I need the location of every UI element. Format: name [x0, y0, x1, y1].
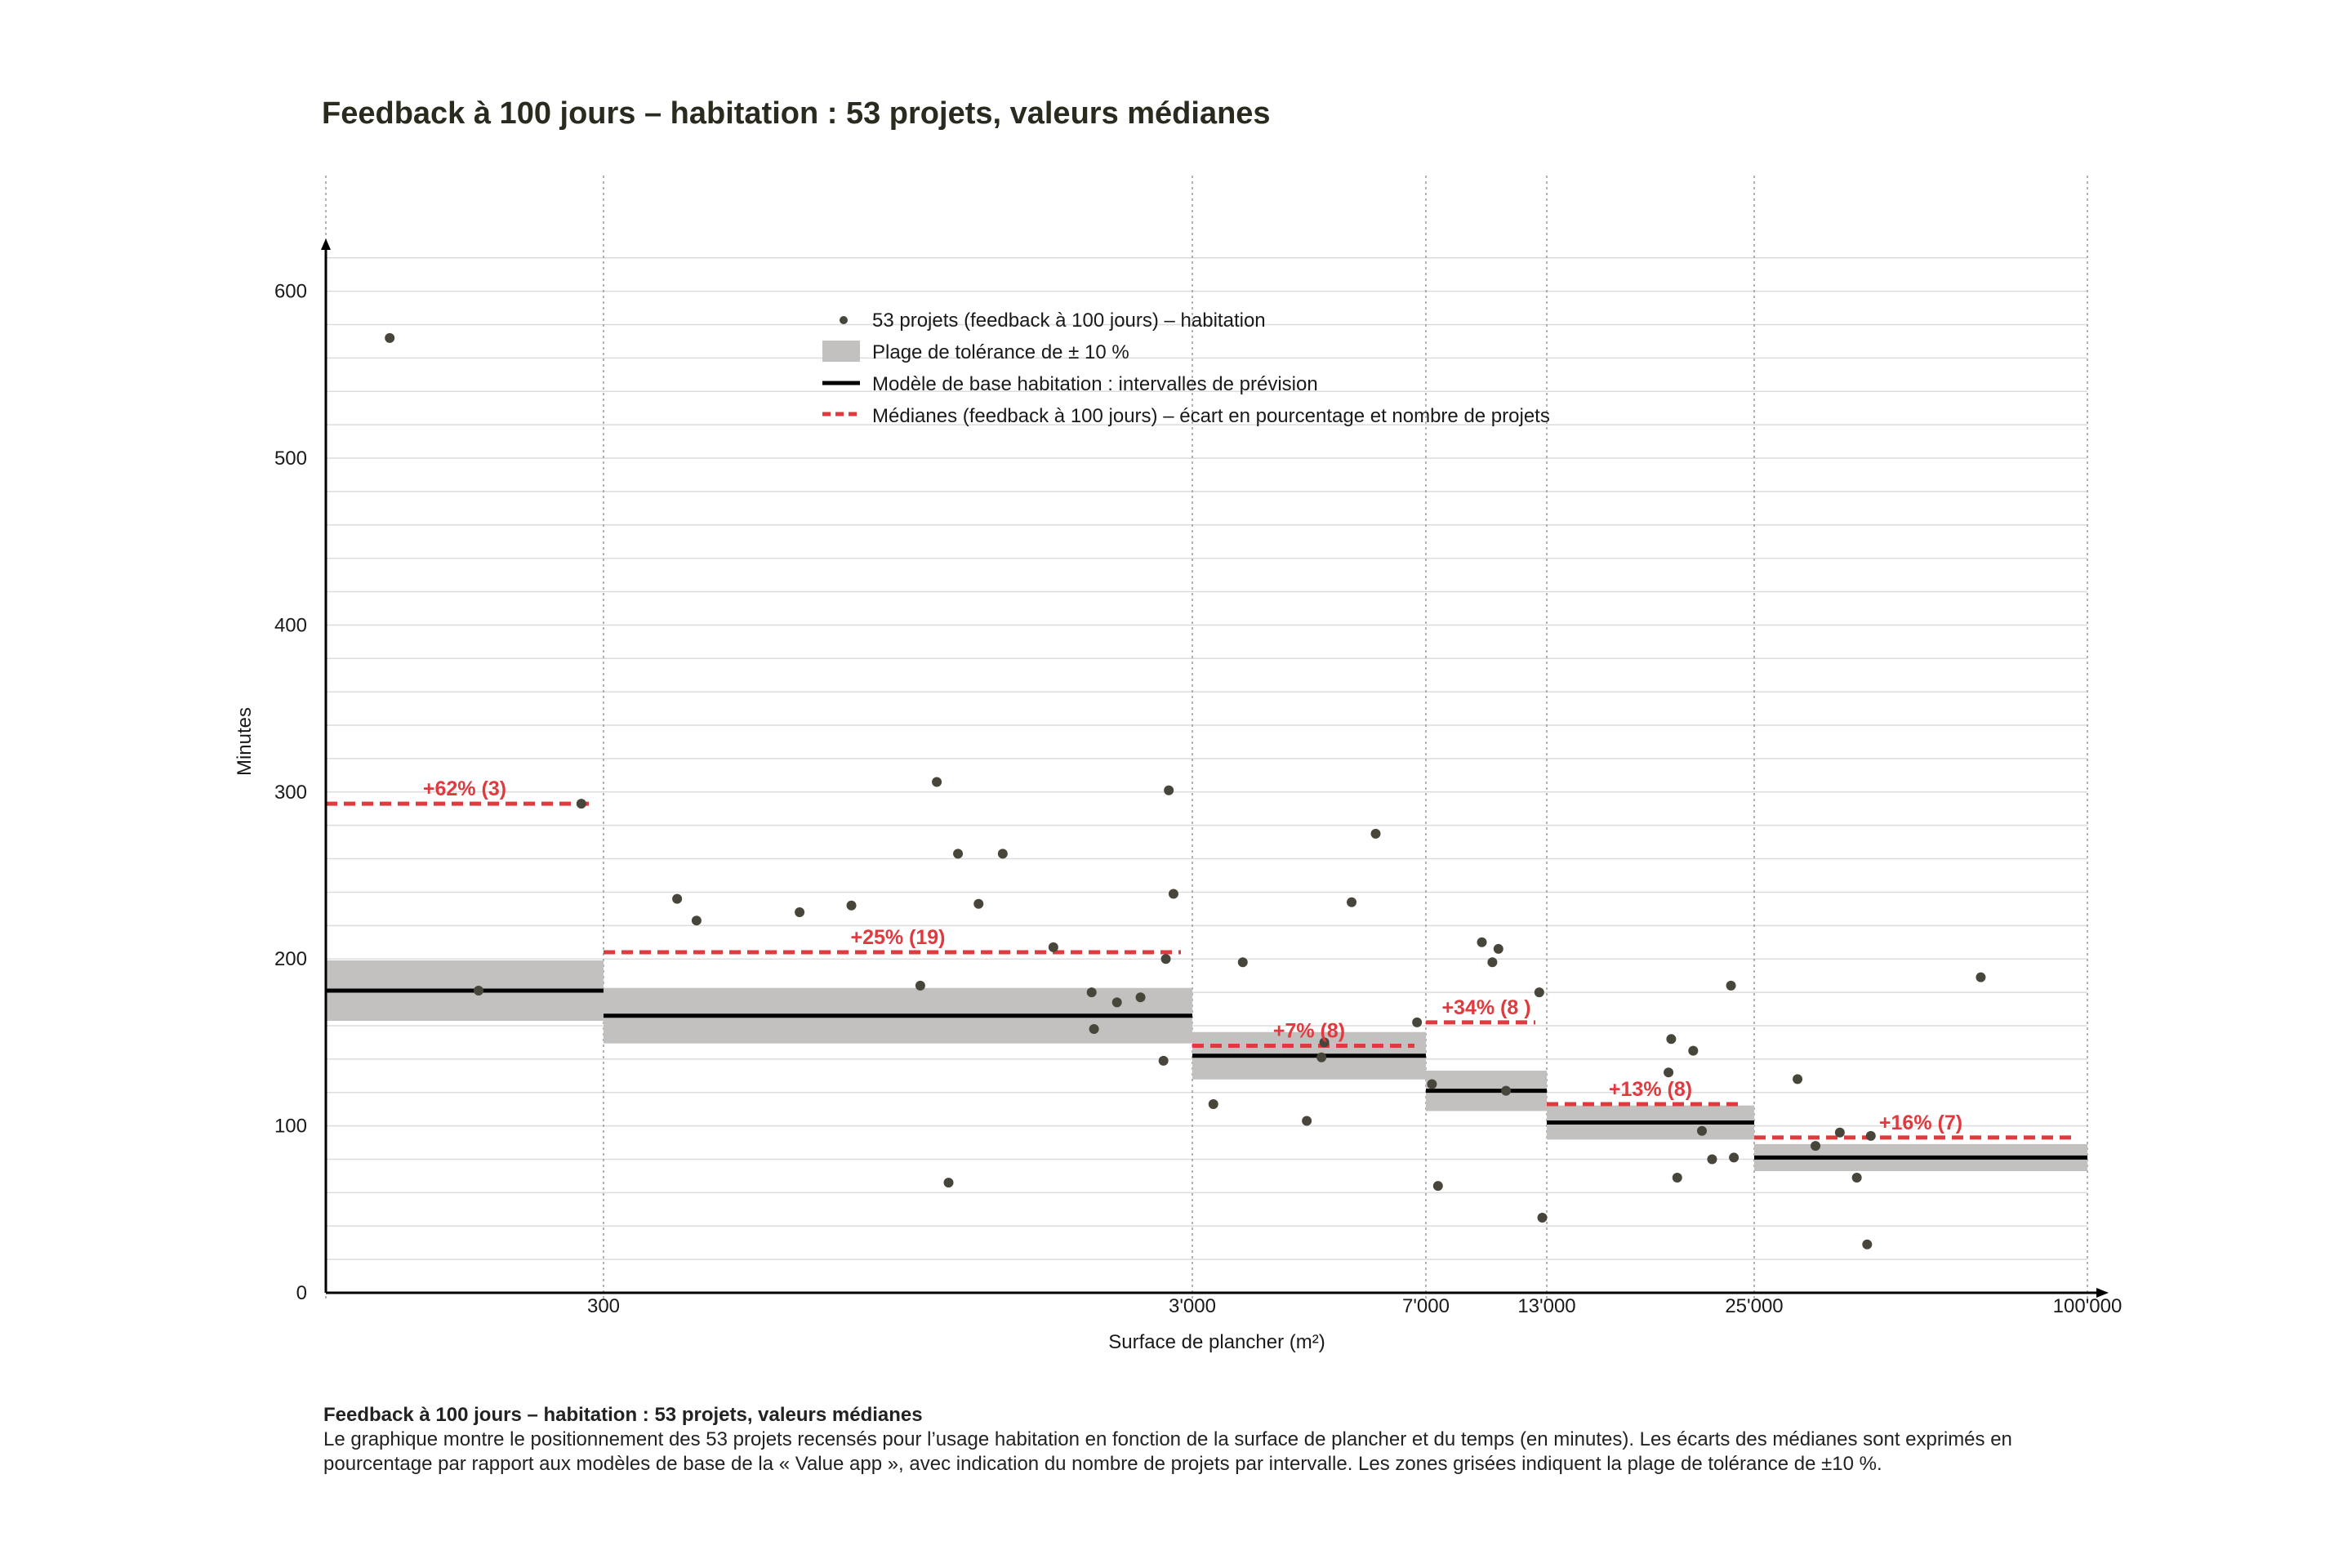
legend-label-model: Modèle de base habitation : intervalles … [872, 373, 1318, 395]
data-point [846, 900, 857, 911]
model-lines [326, 988, 2087, 1160]
data-point [691, 915, 702, 926]
data-point [1412, 1017, 1423, 1027]
x-tick-label: 7'000 [1402, 1295, 1450, 1317]
data-point [1164, 785, 1174, 795]
data-point [997, 849, 1008, 859]
data-point [672, 893, 683, 904]
data-point [1208, 1099, 1218, 1110]
figure-caption: Feedback à 100 jours – habitation : 53 p… [323, 1403, 2047, 1477]
data-point [1487, 957, 1498, 968]
data-point [1086, 987, 1097, 998]
legend-label-points: 53 projets (feedback à 100 jours) – habi… [872, 310, 1266, 332]
y-tick-label: 400 [274, 614, 307, 636]
caption-title: Feedback à 100 jours – habitation : 53 p… [323, 1404, 923, 1426]
data-point [1048, 942, 1058, 952]
x-axis-arrow [2096, 1288, 2109, 1298]
x-tick-label: 100'000 [2053, 1295, 2123, 1317]
y-tick-label: 200 [274, 948, 307, 970]
data-point [1111, 997, 1122, 1008]
data-point [385, 332, 395, 343]
data-point [1664, 1067, 1674, 1078]
data-point [1319, 1037, 1330, 1048]
data-point [973, 898, 984, 909]
x-tick-label: 300 [587, 1295, 620, 1317]
data-point [1089, 1024, 1099, 1035]
data-point [1427, 1079, 1437, 1089]
data-point [1160, 954, 1171, 964]
x-tick-label: 25'000 [1725, 1295, 1783, 1317]
median-label: +16% (7) [1879, 1111, 1962, 1134]
data-point [795, 906, 805, 917]
data-point [1537, 1213, 1548, 1223]
data-point [576, 799, 586, 809]
y-axis-label: Minutes [234, 707, 256, 776]
data-point [1811, 1141, 1821, 1152]
data-point [1534, 987, 1544, 998]
y-tick-label: 0 [296, 1282, 307, 1304]
data-point [1501, 1085, 1512, 1096]
data-point [474, 986, 483, 996]
interval-dividers [325, 176, 2088, 1301]
median-label: +13% (8) [1609, 1078, 1692, 1101]
chart-title: Feedback à 100 jours – habitation : 53 p… [322, 96, 1271, 131]
median-label: +7% (8) [1273, 1019, 1345, 1042]
legend-band-symbol [822, 341, 860, 362]
data-point [1851, 1172, 1862, 1183]
x-axis-label: Surface de plancher (m²) [1108, 1331, 1325, 1353]
data-point [1432, 1181, 1443, 1192]
y-tick-labels: 0 100 200 300 400 500 600 [274, 281, 307, 1304]
data-point [1672, 1172, 1682, 1183]
median-label: +62% (3) [423, 777, 506, 800]
x-tick-labels: 300 3'000 7'000 13'000 25'000 100'000 [587, 1295, 2122, 1317]
data-point [1477, 937, 1487, 947]
y-axis-arrow [321, 238, 331, 250]
data-point [1862, 1239, 1873, 1250]
data-point [953, 849, 964, 859]
data-point [1237, 957, 1248, 968]
data-point [1793, 1074, 1803, 1085]
legend-label-band: Plage de tolérance de ± 10 % [872, 341, 1129, 363]
data-point [915, 980, 925, 991]
data-point [1666, 1034, 1677, 1045]
data-point [1834, 1127, 1845, 1138]
data-point [1158, 1055, 1169, 1066]
y-tick-label: 300 [274, 782, 307, 804]
data-point [932, 777, 942, 787]
data-point [1729, 1152, 1740, 1163]
data-point [1493, 943, 1503, 954]
median-label: +34% (8 ) [1441, 996, 1530, 1019]
data-point [1302, 1116, 1312, 1126]
median-labels: +62% (3) +25% (19) +7% (8) +34% (8 ) +13% (8… [423, 777, 1962, 1134]
legend: 53 projets (feedback à 100 jours) – habi… [822, 310, 1550, 427]
data-point [1688, 1045, 1699, 1056]
y-tick-label: 500 [274, 448, 307, 470]
x-tick-label: 13'000 [1517, 1295, 1575, 1317]
caption-text: Le graphique montre le positionnement de… [323, 1428, 2012, 1475]
data-point [1135, 992, 1146, 1003]
data-point [1168, 889, 1178, 899]
data-point [1696, 1125, 1707, 1136]
data-point [1370, 828, 1381, 839]
legend-point-symbol [840, 316, 848, 324]
data-point [1347, 897, 1357, 907]
median-label: +25% (19) [850, 926, 945, 949]
data-point [1726, 980, 1736, 991]
y-tick-label: 100 [274, 1116, 307, 1138]
data-point [1865, 1130, 1876, 1141]
legend-label-median: Médianes (feedback à 100 jours) – écart … [872, 405, 1550, 427]
x-tick-label: 3'000 [1169, 1295, 1216, 1317]
data-point [1707, 1154, 1717, 1165]
data-point [1316, 1052, 1327, 1062]
y-tick-label: 600 [274, 281, 307, 303]
median-lines [326, 801, 2076, 1140]
data-point [1976, 972, 1986, 982]
data-point [943, 1178, 954, 1188]
data-points [385, 332, 1986, 1250]
